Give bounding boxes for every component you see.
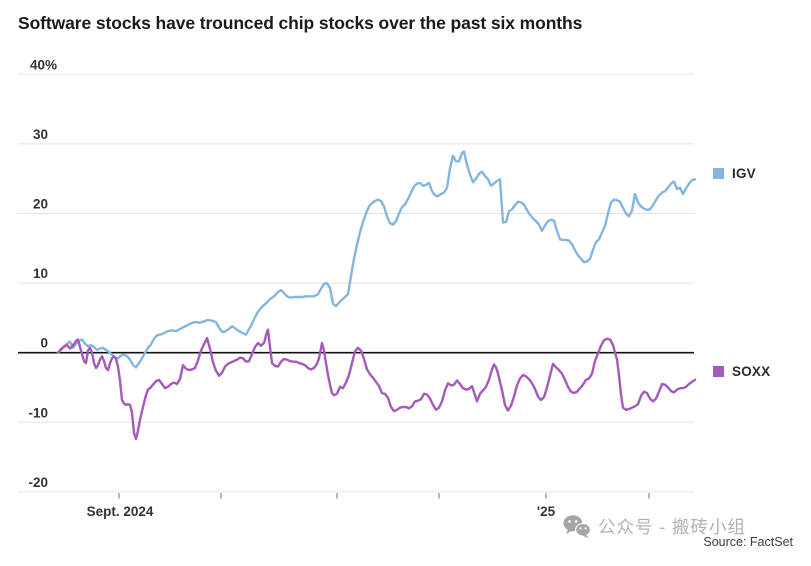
chart-title: Software stocks have trounced chip stock… — [18, 13, 583, 33]
y-axis-label-0: 0 — [40, 336, 48, 351]
wechat-watermark: 公众号 - 搬砖小组 — [562, 514, 746, 539]
legend-item-igv: IGV — [713, 166, 756, 181]
y-axis-label-30: 30 — [33, 127, 48, 142]
legend-label-igv: IGV — [732, 166, 756, 181]
y-axis-label-10: 10 — [33, 266, 48, 281]
legend-label-soxx: SOXX — [732, 364, 771, 379]
watermark-text: 公众号 - 搬砖小组 — [598, 517, 747, 537]
soxx-color-swatch — [713, 366, 724, 377]
x-axis-label: Sept. 2024 — [87, 504, 154, 519]
igv-color-swatch — [713, 168, 724, 179]
wechat-icon — [563, 515, 591, 539]
source-credit: Source: FactSet — [703, 535, 793, 549]
y-axis-label--20: -20 — [28, 475, 48, 490]
y-axis-label-20: 20 — [33, 197, 48, 212]
series-line-igv — [56, 150, 697, 369]
x-axis-label: '25 — [537, 504, 556, 519]
y-axis-label--10: -10 — [28, 405, 48, 420]
y-axis-label-40: 40% — [30, 57, 57, 72]
series-line-soxx — [56, 328, 697, 441]
legend-item-soxx: SOXX — [713, 364, 770, 379]
